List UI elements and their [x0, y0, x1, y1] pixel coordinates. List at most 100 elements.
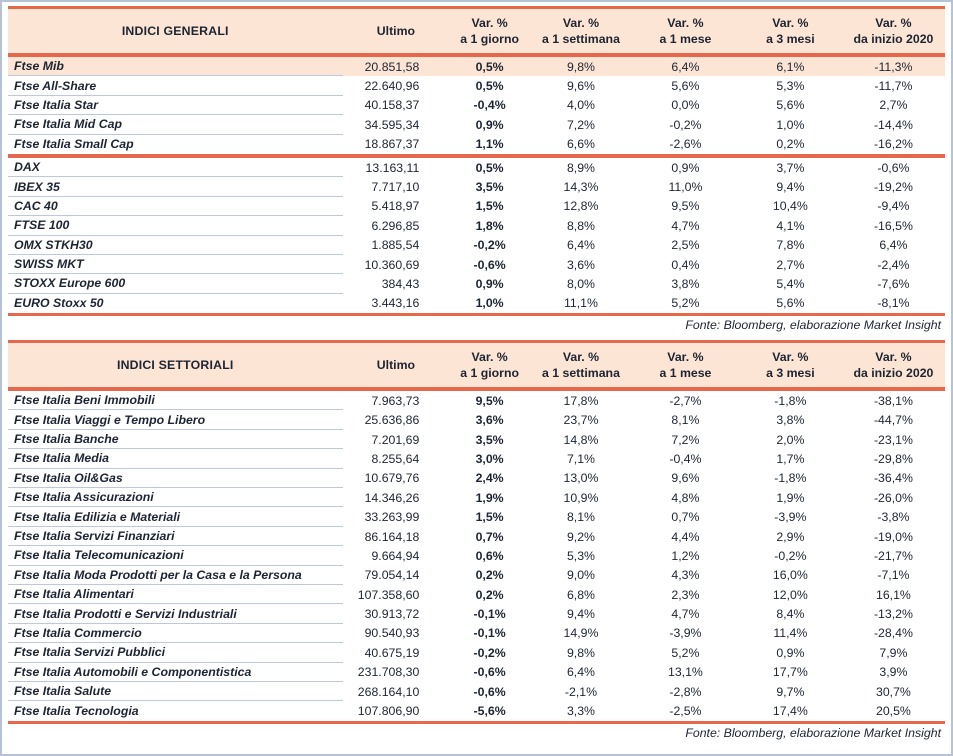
ultimo-value: 30.913,72	[364, 607, 420, 622]
var-inizio-2020-value: -11,3%	[874, 59, 913, 74]
indici-settoriali-table: INDICI SETTORIALI Ultimo Var. % a 1 giorn…	[8, 340, 945, 741]
var-inizio-2020-value: -19,0%	[873, 529, 913, 544]
var-1-giorno-value: -0,1%	[473, 626, 506, 641]
column-header-var: Var. % a 1 giorno	[460, 16, 519, 46]
var-1-mese-value: 4,4%	[671, 529, 700, 544]
var-1-giorno-value: 3,5%	[475, 432, 504, 447]
var-1-settimana-value: 8,9%	[566, 160, 595, 175]
var-1-settimana-value: 9,0%	[566, 568, 595, 583]
var-inizio-2020-value: -44,7%	[873, 413, 913, 428]
var-3-mesi-value: 5,6%	[776, 296, 805, 311]
var-1-giorno-value: 1,5%	[475, 510, 504, 525]
var-3-mesi-value: 3,7%	[776, 160, 805, 175]
var-3-mesi-value: 16,0%	[772, 568, 808, 583]
var-3-mesi-value: 7,8%	[776, 238, 805, 253]
ultimo-value: 40.675,19	[364, 645, 420, 660]
var-3-mesi-value: -1,8%	[774, 471, 807, 486]
var-inizio-2020-value: -16,5%	[873, 218, 913, 233]
var-1-settimana-value: 9,8%	[566, 645, 595, 660]
var-1-mese-value: 4,3%	[671, 568, 700, 583]
var-3-mesi-value: 1,9%	[776, 490, 805, 505]
var-1-settimana-value: 12,8%	[563, 199, 599, 214]
ultimo-value: 7.717,10	[371, 180, 420, 195]
var-1-settimana-value: 3,6%	[566, 257, 595, 272]
ultimo-value: 9.664,94	[371, 548, 420, 563]
var-1-mese-value: -2,6%	[669, 137, 702, 152]
var-inizio-2020-value: 16,1%	[875, 587, 911, 602]
table-row: Ftse Italia Banche 7.201,69 3,5% 14,8% 7,2% 2…	[8, 430, 945, 450]
column-header-var: Var. % a 1 mese	[659, 16, 712, 46]
index-name: Ftse Italia Banche	[8, 430, 343, 450]
var-1-settimana-value: 5,3%	[566, 548, 595, 563]
index-name: CAC 40	[8, 197, 343, 217]
var-1-settimana-value: 7,2%	[566, 117, 595, 132]
var-inizio-2020-value: 7,9%	[879, 645, 908, 660]
group-divider-double-line	[8, 153, 945, 158]
var-inizio-2020-value: 20,5%	[875, 704, 911, 719]
var-1-giorno-value: 0,9%	[475, 276, 504, 291]
var-inizio-2020-value: -28,4%	[873, 626, 913, 641]
var-1-mese-value: 0,0%	[671, 98, 700, 113]
var-inizio-2020-value: -0,6%	[877, 160, 910, 175]
var-1-giorno-value: 0,5%	[475, 79, 504, 94]
var-1-giorno-value: -0,4%	[473, 98, 506, 113]
source-note: Fonte: Bloomberg, elaborazione Market In…	[685, 725, 941, 740]
ultimo-value: 90.540,93	[364, 626, 420, 641]
var-1-giorno-value: 0,5%	[475, 160, 504, 175]
column-header-var: Var. % a 3 mesi	[766, 350, 815, 381]
ultimo-value: 6.296,85	[371, 218, 420, 233]
var-inizio-2020-value: 3,9%	[879, 665, 908, 680]
var-1-mese-value: 1,2%	[671, 548, 700, 563]
var-3-mesi-value: 2,7%	[776, 257, 805, 272]
table-row: Ftse Italia Automobili e Componentistica…	[8, 663, 945, 682]
table-row: Ftse Italia Mid Cap 34.595,34 0,9% 7,2% -0,2…	[8, 115, 945, 135]
table-body: Ftse Mib 20.851,58 0,5% 9,8% 6,4% 6,1% -11,3% F…	[8, 57, 945, 313]
var-3-mesi-value: 0,9%	[776, 645, 805, 660]
index-name: Ftse All-Share	[8, 76, 343, 96]
index-name: STOXX Europe 600	[8, 274, 343, 294]
var-1-giorno-value: 1,9%	[475, 490, 504, 505]
index-name: EURO Stoxx 50	[14, 296, 104, 311]
table-bottom-line	[8, 313, 945, 317]
var-inizio-2020-value: 6,4%	[879, 238, 908, 253]
table-title: INDICI GENERALI	[121, 24, 229, 38]
var-1-settimana-value: 14,3%	[563, 180, 599, 195]
var-1-giorno-value: 2,4%	[475, 471, 504, 486]
var-1-giorno-value: 0,5%	[475, 59, 504, 74]
var-1-settimana-value: 17,8%	[563, 393, 599, 408]
var-inizio-2020-value: 2,7%	[879, 98, 908, 113]
index-name: Ftse Italia Automobili e Componentistica	[8, 663, 343, 682]
var-1-mese-value: -2,5%	[669, 704, 702, 719]
ultimo-value: 231.708,30	[357, 665, 420, 680]
var-inizio-2020-value: -19,2%	[873, 180, 913, 195]
var-1-mese-value: 7,2%	[671, 432, 700, 447]
var-1-mese-value: 4,7%	[671, 607, 700, 622]
index-name: Ftse Italia Media	[8, 449, 343, 469]
table-row: SWISS MKT 10.360,69 -0,6% 3,6% 0,4% 2,7% -2,4%	[8, 255, 945, 275]
table-row: Ftse Italia Media 8.255,64 3,0% 7,1% -0,4% 1,…	[8, 449, 945, 469]
table-row: Ftse Italia Commercio 90.540,93 -0,1% 14,9%…	[8, 624, 945, 644]
var-1-giorno-value: 0,7%	[475, 529, 504, 544]
var-1-mese-value: 4,8%	[671, 490, 700, 505]
index-name: Ftse Italia Assicurazioni	[8, 488, 343, 508]
var-inizio-2020-value: -23,1%	[873, 432, 913, 447]
var-1-giorno-value: 1,8%	[475, 218, 504, 233]
var-3-mesi-value: 2,9%	[776, 529, 805, 544]
table-row: Ftse Italia Moda Prodotti per la Casa e …	[8, 566, 945, 585]
column-header-ultimo: Ultimo	[376, 358, 416, 373]
header-double-line	[8, 53, 945, 57]
ultimo-value: 13.163,11	[365, 160, 420, 175]
table-row: Ftse Mib 20.851,58 0,5% 9,8% 6,4% 6,1% -11,3%	[8, 57, 945, 77]
var-1-settimana-value: 13,0%	[563, 471, 599, 486]
table-row: DAX 13.163,11 0,5% 8,9% 0,9% 3,7% -0,6%	[8, 158, 945, 178]
table-row: OMX STKH30 1.885,54 -0,2% 6,4% 2,5% 7,8% 6,4%	[8, 236, 945, 255]
index-name: Ftse Italia Beni Immobili	[8, 391, 343, 411]
column-header-var: Var. % a 1 giorno	[460, 350, 519, 381]
var-1-mese-value: 4,7%	[671, 218, 700, 233]
var-1-mese-value: 2,3%	[671, 587, 700, 602]
var-1-giorno-value: 0,6%	[475, 548, 504, 563]
table-top-line	[8, 6, 945, 9]
index-name: Ftse Italia Commercio	[8, 624, 343, 644]
var-1-giorno-value: -0,1%	[473, 607, 506, 622]
